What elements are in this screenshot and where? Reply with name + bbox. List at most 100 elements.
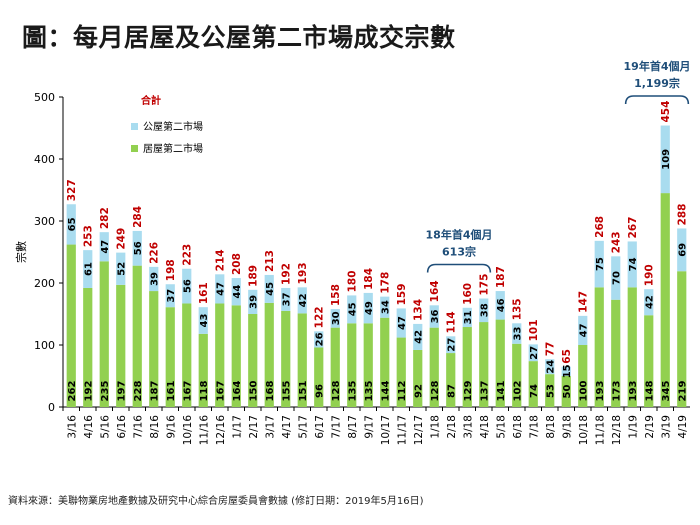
- label-public-housing: 56: [182, 279, 193, 293]
- label-home-ownership: 187: [149, 381, 160, 402]
- label-home-ownership: 193: [595, 381, 606, 402]
- label-public-housing: 61: [83, 262, 94, 276]
- bar-home-ownership: [446, 353, 456, 407]
- x-tick-label: 2/19: [644, 415, 656, 439]
- label-total: 159: [396, 283, 408, 305]
- x-tick-label: 3/19: [660, 415, 672, 439]
- label-total: 77: [544, 342, 556, 357]
- label-home-ownership: 129: [463, 381, 474, 402]
- label-public-housing: 49: [364, 301, 375, 315]
- label-total: 198: [165, 259, 177, 281]
- bar-home-ownership: [462, 327, 472, 407]
- label-total: 184: [363, 268, 375, 290]
- label-public-housing: 47: [578, 323, 589, 337]
- label-total: 268: [594, 216, 606, 238]
- bar-public-housing: [363, 292, 373, 324]
- bar-public-housing: [594, 240, 604, 288]
- label-total: 213: [264, 250, 276, 272]
- label-home-ownership: 173: [611, 381, 622, 402]
- label-total: 253: [82, 225, 94, 247]
- x-tick-label: 8/18: [545, 415, 557, 439]
- x-tick-label: 12/16: [215, 415, 227, 446]
- x-tick-label: 2/18: [446, 415, 458, 439]
- label-public-housing: 39: [149, 272, 160, 286]
- x-tick-label: 3/18: [462, 415, 474, 439]
- x-tick-label: 5/16: [99, 415, 111, 439]
- x-tick-label: 4/18: [479, 415, 491, 439]
- label-public-housing: 47: [100, 240, 111, 254]
- bar-public-housing: [561, 366, 571, 376]
- x-tick-label: 7/17: [330, 415, 342, 439]
- label-total: 122: [313, 306, 325, 328]
- label-public-housing: 46: [496, 298, 507, 312]
- bar-home-ownership: [578, 345, 588, 407]
- label-public-housing: 56: [133, 241, 144, 255]
- x-tick-label: 5/17: [297, 415, 309, 439]
- x-tick-label: 7/18: [528, 415, 540, 439]
- label-home-ownership: 167: [215, 381, 226, 402]
- label-public-housing: 36: [430, 309, 441, 323]
- y-tick-label: 400: [34, 153, 55, 166]
- label-home-ownership: 102: [512, 381, 523, 402]
- label-public-housing: 70: [611, 271, 622, 285]
- label-home-ownership: 148: [644, 381, 655, 402]
- label-home-ownership: 151: [298, 381, 309, 402]
- label-home-ownership: 161: [166, 381, 177, 402]
- x-tick-label: 9/18: [561, 415, 573, 439]
- label-public-housing: 33: [512, 327, 523, 341]
- label-total: 190: [643, 264, 655, 286]
- label-home-ownership: 96: [314, 384, 325, 398]
- label-home-ownership: 128: [331, 381, 342, 402]
- bar-public-housing: [83, 250, 93, 288]
- label-home-ownership: 53: [545, 384, 556, 398]
- bar-public-housing: [528, 344, 538, 362]
- label-total: 160: [462, 283, 474, 305]
- bar-public-housing: [495, 291, 505, 320]
- label-home-ownership: 155: [281, 381, 292, 402]
- label-home-ownership: 118: [199, 381, 210, 402]
- label-total: 147: [577, 291, 589, 313]
- x-tick-label: 10/16: [182, 415, 194, 446]
- label-public-housing: 42: [644, 295, 655, 309]
- bar-public-housing: [512, 323, 522, 344]
- label-total: 243: [610, 231, 622, 253]
- bar-public-housing: [198, 307, 208, 334]
- label-home-ownership: 137: [479, 381, 490, 402]
- bar-home-ownership: [149, 291, 159, 407]
- label-home-ownership: 135: [347, 381, 358, 402]
- label-home-ownership: 164: [232, 381, 243, 402]
- bar-home-ownership: [347, 323, 357, 407]
- bar-home-ownership: [413, 349, 423, 407]
- bar-home-ownership: [116, 284, 126, 407]
- label-total: 193: [297, 262, 309, 284]
- bar-public-housing: [545, 359, 555, 375]
- label-home-ownership: 135: [364, 381, 375, 402]
- label-total: 284: [132, 206, 144, 228]
- label-home-ownership: 128: [430, 381, 441, 402]
- legend-public-housing-swatch: [131, 123, 138, 130]
- bar-public-housing: [165, 284, 175, 308]
- bar-home-ownership: [660, 193, 670, 407]
- bar-public-housing: [215, 274, 225, 304]
- bar-public-housing: [116, 252, 126, 285]
- label-total: 454: [660, 101, 672, 123]
- bar-public-housing: [99, 232, 109, 262]
- annotation-bracket: [426, 263, 492, 273]
- bar-public-housing: [66, 204, 76, 245]
- annotation-line2: 1,199宗: [634, 76, 680, 90]
- bar-public-housing: [429, 305, 439, 328]
- label-home-ownership: 345: [661, 381, 672, 402]
- label-public-housing: 45: [265, 282, 276, 296]
- bar-home-ownership: [132, 265, 142, 407]
- bars: [66, 125, 687, 407]
- x-tick-label: 4/19: [677, 415, 689, 439]
- bar-home-ownership: [248, 314, 258, 407]
- y-tick-label: 200: [34, 277, 55, 290]
- x-tick-label: 7/16: [132, 415, 144, 439]
- label-public-housing: 47: [215, 282, 226, 296]
- bar-home-ownership: [545, 374, 555, 407]
- label-public-housing: 27: [529, 346, 540, 360]
- x-tick-label: 10/17: [380, 415, 392, 445]
- label-home-ownership: 74: [529, 384, 540, 398]
- label-public-housing: 52: [116, 262, 127, 276]
